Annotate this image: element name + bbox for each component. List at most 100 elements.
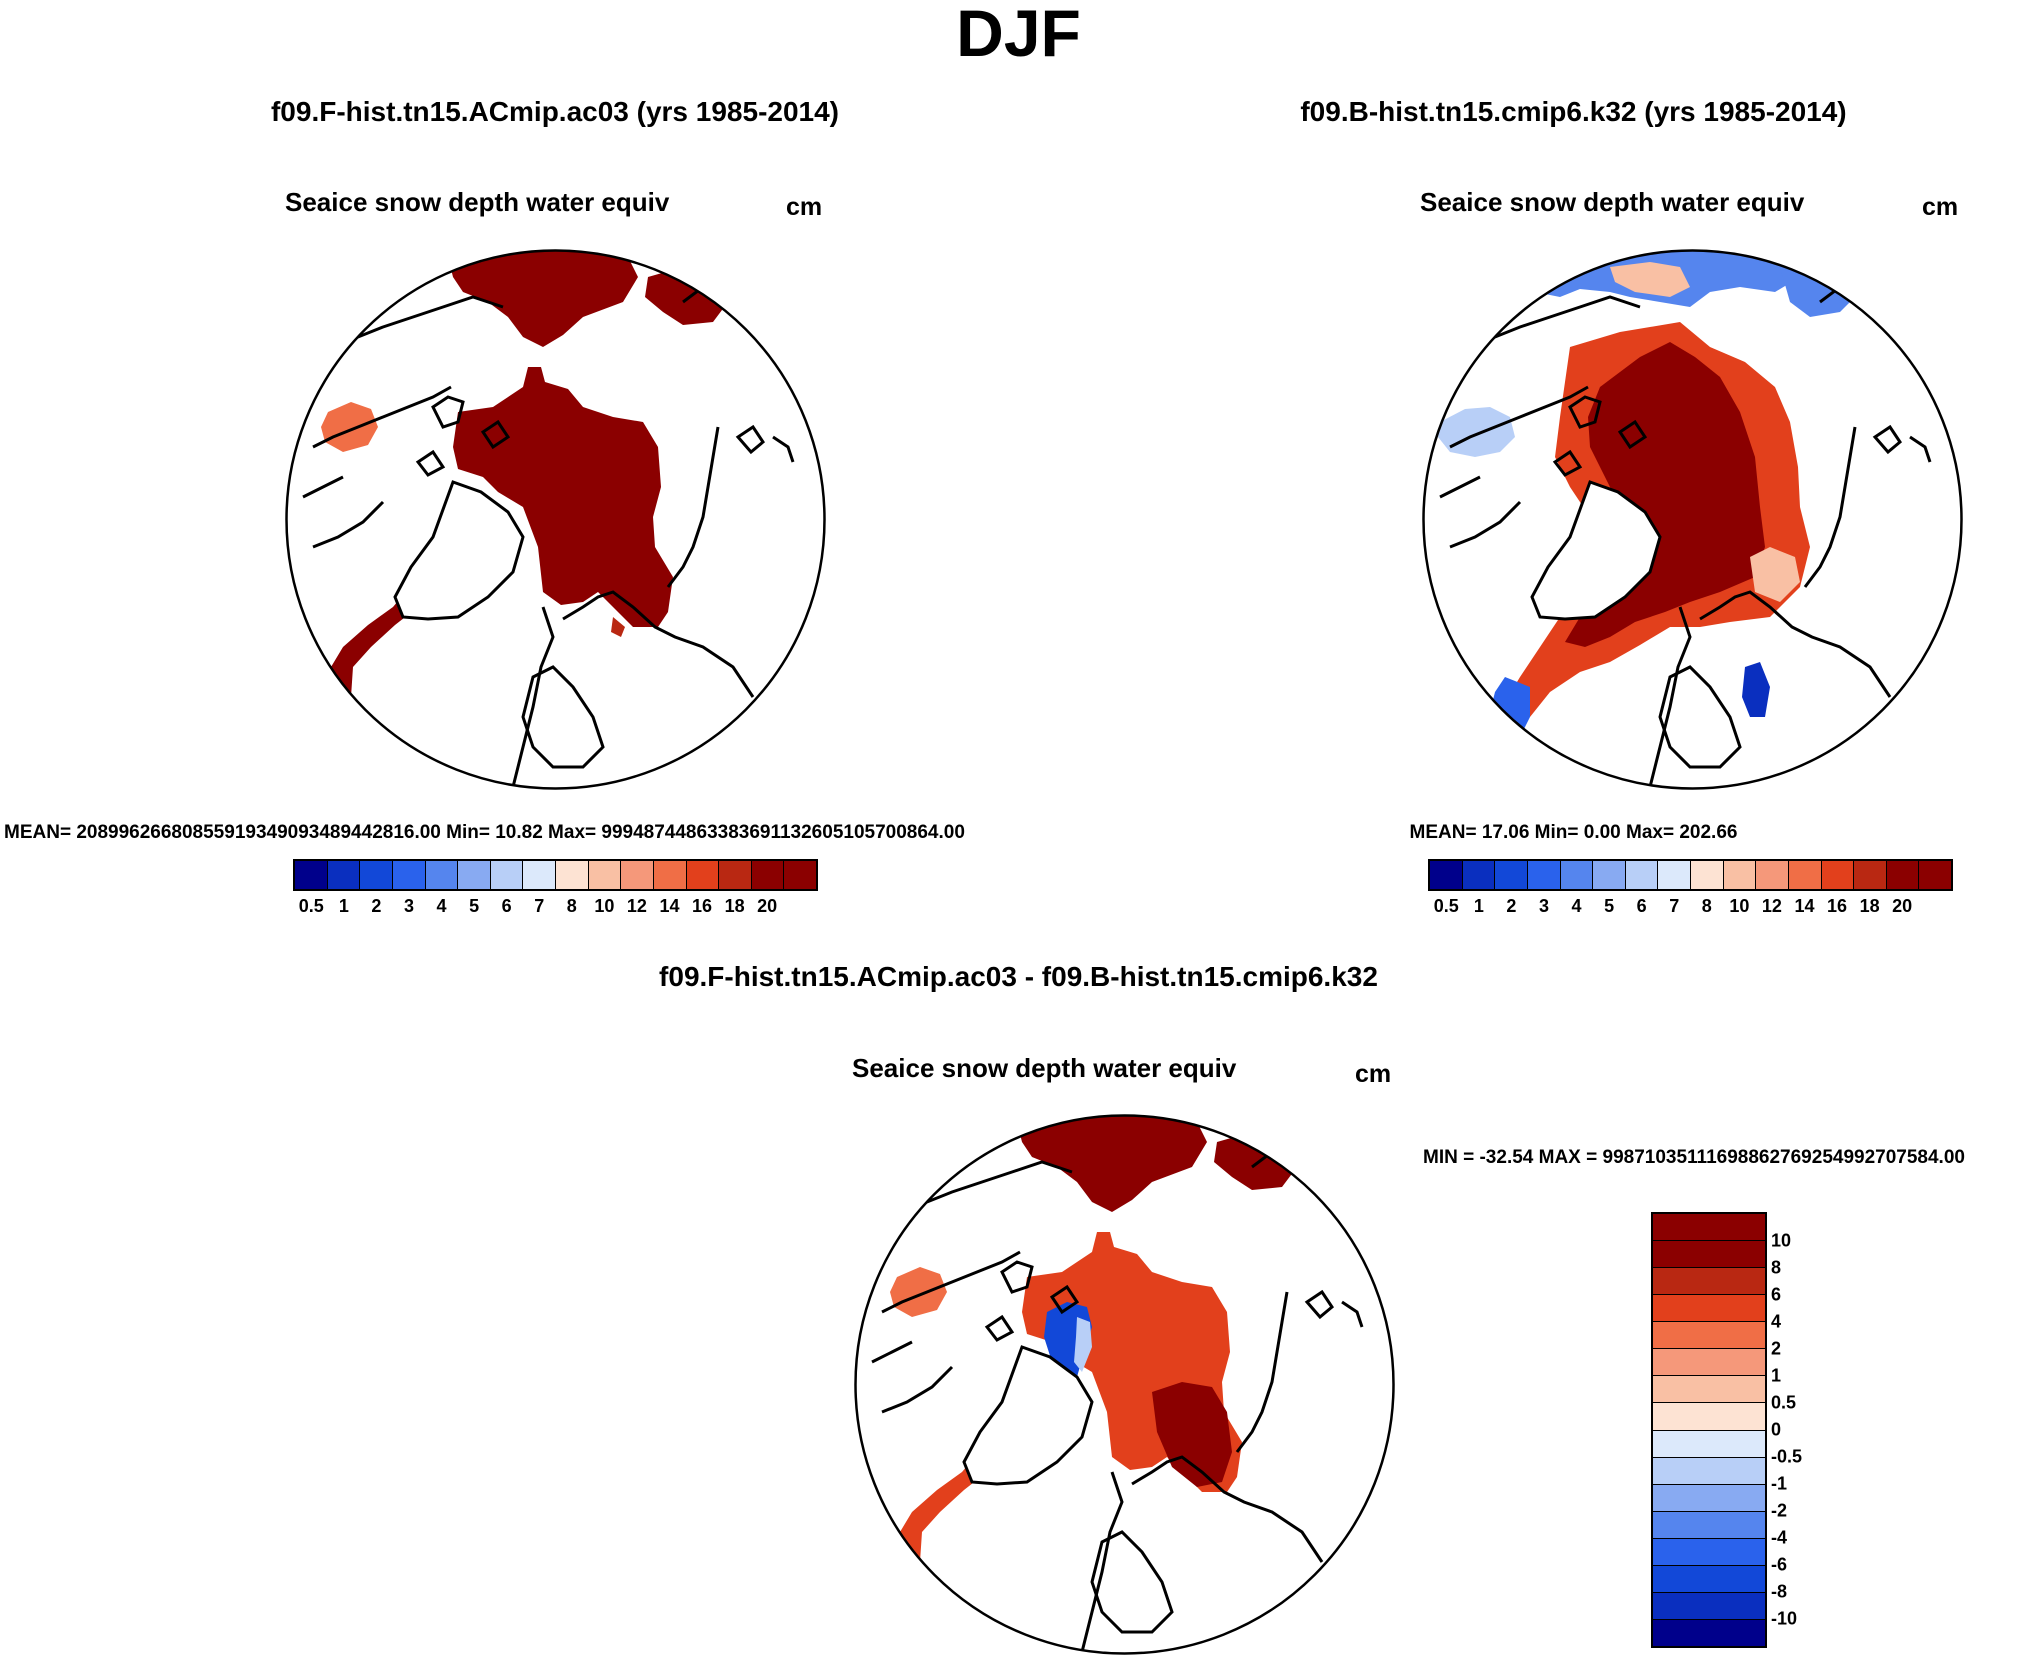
diff-stats: MIN = -32.54 MAX = 998710351116988627692… — [1423, 1147, 1965, 1168]
left-colorbar-tick-label: 12 — [626, 896, 647, 916]
right-colorbar-tick-label: 0.5 — [1433, 896, 1459, 916]
right-ice-edge-atlantic — [1750, 547, 1800, 602]
diff-colorbar-tick-label: 0 — [1771, 1419, 1782, 1440]
left-ice-okhotsk — [645, 267, 728, 325]
left-colorbar-box — [392, 861, 426, 889]
left-colorbar-tick-label: 6 — [501, 896, 512, 916]
diff-colorbar-tick-label: -1 — [1771, 1473, 1788, 1494]
left-ice-sval — [611, 617, 625, 637]
diff-colorbar-tick-label: -8 — [1771, 1581, 1788, 1602]
right-ice-hudson — [1438, 407, 1515, 457]
left-coast-islands — [415, 395, 795, 477]
left-colorbar-box — [784, 861, 816, 889]
right-ice-core — [1565, 342, 1765, 647]
diff-colorbar-box — [1653, 1322, 1765, 1350]
right-ice-bering-mid — [1610, 262, 1690, 297]
left-ice-bering — [448, 250, 638, 347]
right-coast-scandinavia — [1658, 665, 1742, 769]
left-colorbar-tick-label: 14 — [659, 896, 680, 916]
diff-colorbar-box — [1653, 1565, 1765, 1593]
diff-colorbar-box — [1653, 1403, 1765, 1431]
right-coast-eurasia — [1648, 275, 1892, 788]
diff-colorbar-box — [1653, 1484, 1765, 1512]
diff-colorbar-box — [1653, 1214, 1765, 1242]
diff-colorbar-box — [1653, 1511, 1765, 1539]
left-colorbar-box — [425, 861, 459, 889]
diff-colorbar-tick-label: 10 — [1771, 1230, 1792, 1251]
left-colorbar-box — [686, 861, 720, 889]
left-colorbar-box — [719, 861, 752, 889]
diff-colorbar-tick-label: -2 — [1771, 1500, 1788, 1521]
left-run-title: f09.F-hist.tn15.ACmip.ac03 (yrs 1985-201… — [270, 96, 840, 127]
diff-colorbar-tick-label: 8 — [1771, 1257, 1782, 1278]
left-variable-title: Seaice snow depth water equiv — [285, 187, 670, 217]
diff-colorbar-tick-label: 2 — [1771, 1338, 1782, 1359]
right-colorbar-tick-label: 8 — [1701, 896, 1712, 916]
diff-colorbar-box — [1653, 1538, 1765, 1566]
right-colorbar-tick-label: 1 — [1473, 896, 1484, 916]
left-colorbar-box — [556, 861, 589, 889]
right-colorbar-tick-label: 20 — [1892, 896, 1913, 916]
left-colorbar-tick-label: 1 — [338, 896, 349, 916]
right-colorbar-tick-label: 3 — [1538, 896, 1549, 916]
right-colorbar-box — [1821, 861, 1855, 889]
left-colorbar-box — [458, 861, 491, 889]
left-colorbar-tick-label: 7 — [534, 896, 545, 916]
right-colorbar-box — [1756, 861, 1789, 889]
diff-colorbar-box — [1653, 1430, 1765, 1458]
main-title: DJF — [956, 0, 1081, 70]
right-colorbar-box — [1625, 861, 1659, 889]
left-colorbar-box — [295, 861, 328, 889]
right-land-greenland — [1530, 480, 1662, 621]
diff-land-greenland — [962, 1345, 1094, 1486]
left-colorbar-tick-label: 10 — [594, 896, 615, 916]
diff-variable-title: Seaice snow depth water equiv — [852, 1053, 1237, 1083]
right-colorbar-tick-label: 16 — [1827, 896, 1848, 916]
left-colorbar-box — [621, 861, 654, 889]
right-units: cm — [1922, 193, 1959, 221]
diff-ice-negative-light — [1074, 1317, 1092, 1372]
right-coast-islands — [1552, 395, 1932, 477]
diff-colorbar-tick-label: 1 — [1771, 1365, 1782, 1386]
left-colorbar-tick-label: 3 — [403, 896, 414, 916]
left-polar-map — [285, 249, 826, 790]
diff-colorbar-tick-label: 4 — [1771, 1311, 1782, 1332]
left-colorbar-box — [523, 861, 556, 889]
diff-colorbar-tick-label: -4 — [1771, 1527, 1788, 1548]
left-stats: MEAN= 20899626680855919349093489442816.0… — [4, 822, 965, 843]
diff-run-title: f09.F-hist.tn15.ACmip.ac03 - f09.B-hist.… — [659, 961, 1378, 992]
diff-units: cm — [1355, 1060, 1392, 1088]
diff-colorbar-tick-label: -6 — [1771, 1554, 1788, 1575]
right-colorbar-box — [1560, 861, 1594, 889]
diff-colorbar-tick-label: 6 — [1771, 1284, 1782, 1305]
diff-colorbar — [1651, 1212, 1767, 1648]
right-colorbar-box — [1723, 861, 1757, 889]
right-colorbar-tick-label: 14 — [1794, 896, 1815, 916]
right-colorbar-box — [1593, 861, 1626, 889]
left-ice-central — [453, 367, 673, 627]
left-coast-scandinavia — [521, 665, 605, 769]
left-colorbar-box — [490, 861, 524, 889]
left-land-greenland — [393, 480, 525, 621]
right-colorbar-tick-label: 6 — [1636, 896, 1647, 916]
left-colorbar — [293, 859, 818, 891]
diff-coast-eurasia — [1080, 1140, 1324, 1653]
left-colorbar-tick-label: 4 — [436, 896, 447, 916]
diff-coast-scandinavia — [1090, 1530, 1174, 1634]
right-colorbar-tick-label: 5 — [1604, 896, 1615, 916]
diff-colorbar-box — [1653, 1457, 1765, 1485]
diff-ice-hudson — [890, 1267, 947, 1317]
diff-colorbar-box — [1653, 1295, 1765, 1323]
left-colorbar-tick-label: 16 — [692, 896, 713, 916]
left-colorbar-tick-label: 8 — [566, 896, 577, 916]
right-colorbar-box — [1691, 861, 1724, 889]
left-colorbar-box — [751, 861, 785, 889]
left-colorbar-box — [360, 861, 393, 889]
right-colorbar-tick-label: 18 — [1859, 896, 1880, 916]
right-run-title: f09.B-hist.tn15.cmip6.k32 (yrs 1985-2014… — [1300, 96, 1847, 127]
right-colorbar-tick-label: 4 — [1571, 896, 1582, 916]
diff-colorbar-tick-label: 0.5 — [1771, 1392, 1797, 1413]
diff-colorbar-tick-label: -10 — [1771, 1608, 1798, 1629]
diff-colorbar-tick-label: -0.5 — [1771, 1446, 1803, 1467]
left-units: cm — [786, 193, 823, 221]
